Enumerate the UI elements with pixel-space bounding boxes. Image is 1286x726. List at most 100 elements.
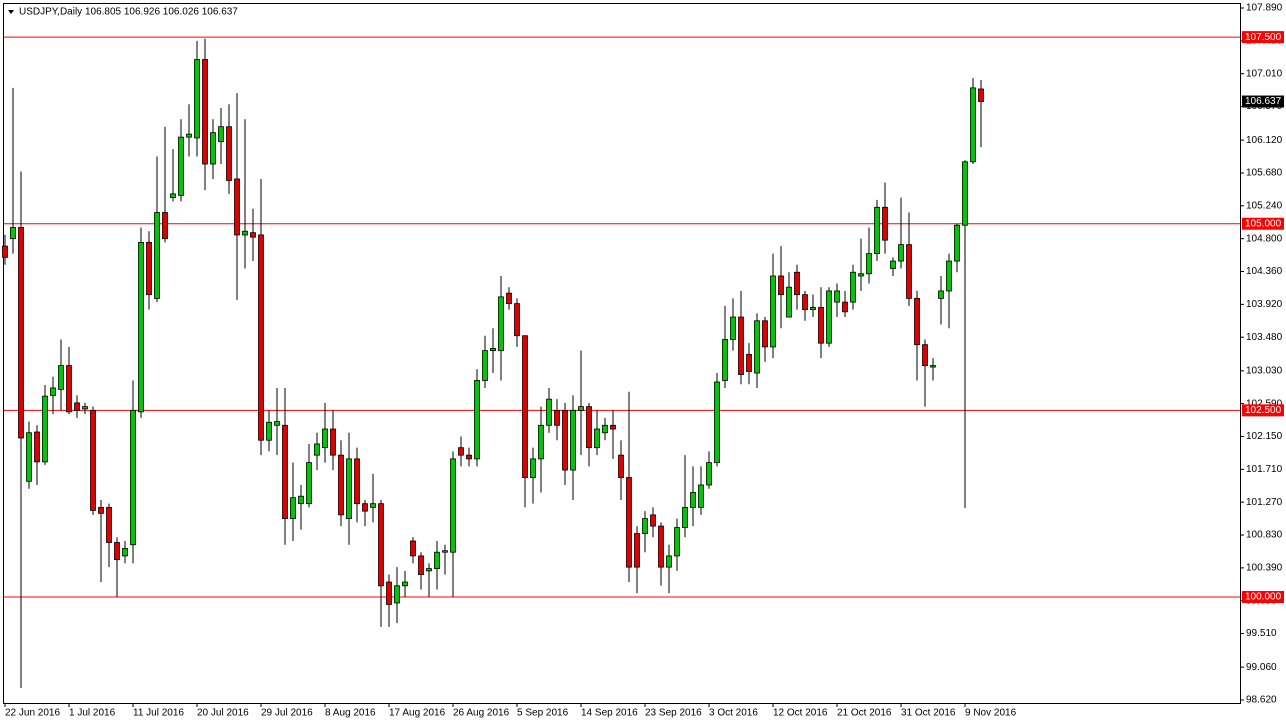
- candle-body: [938, 290, 944, 299]
- candle-body: [482, 350, 488, 381]
- candle-body: [194, 59, 200, 139]
- candle-body: [242, 230, 248, 236]
- candle-body: [682, 507, 688, 528]
- candle-body: [434, 551, 440, 570]
- level-label: 100.000: [1245, 592, 1282, 603]
- y-tick-label: 100.830: [1246, 530, 1283, 541]
- candle-body: [666, 555, 672, 568]
- candle-body: [298, 495, 304, 505]
- candle-body: [466, 454, 472, 460]
- candle-body: [66, 365, 72, 413]
- candle-body: [586, 406, 592, 449]
- candle-body: [250, 232, 256, 238]
- y-tick-label: 98.620: [1246, 695, 1277, 706]
- candle-body: [914, 297, 920, 346]
- x-tick-label: 22 Jun 2016: [5, 708, 60, 719]
- candle-body: [506, 292, 512, 305]
- last-price-bg: [1242, 95, 1284, 108]
- candle-body: [762, 320, 768, 348]
- candle-body: [450, 458, 456, 553]
- candle-body: [674, 527, 680, 557]
- candle-body: [874, 206, 880, 254]
- candle-body: [330, 428, 336, 456]
- y-tick-label: 101.710: [1246, 464, 1283, 475]
- candle-body: [826, 290, 832, 344]
- x-tick-label: 21 Oct 2016: [837, 708, 892, 719]
- candle-body: [458, 447, 464, 456]
- candle-body: [538, 424, 544, 460]
- candle-body: [386, 581, 392, 605]
- candle-body: [746, 353, 752, 372]
- candle-body: [154, 212, 160, 299]
- x-tick-label: 3 Oct 2016: [709, 708, 758, 719]
- candle-body: [818, 306, 824, 344]
- candle-body: [474, 380, 480, 460]
- candle-body: [618, 454, 624, 478]
- candle-body: [42, 395, 48, 463]
- y-tick-label: 104.360: [1246, 266, 1283, 277]
- candle-body: [74, 402, 80, 411]
- candle-body: [970, 87, 976, 163]
- candle-body: [554, 409, 560, 426]
- candle-body: [258, 234, 264, 441]
- y-tick-label: 105.680: [1246, 168, 1283, 179]
- candle-body: [962, 161, 968, 226]
- candle-body: [978, 88, 984, 102]
- candle-body: [530, 458, 536, 478]
- candle-body: [146, 241, 152, 296]
- level-label-bg: [1242, 590, 1284, 603]
- candle-body: [578, 406, 584, 411]
- candle-body: [314, 443, 320, 456]
- x-tick-label: 12 Oct 2016: [773, 708, 828, 719]
- x-tick-label: 23 Sep 2016: [645, 708, 702, 719]
- level-label: 102.500: [1245, 405, 1282, 416]
- candle-body: [2, 245, 8, 258]
- candle-body: [370, 503, 376, 508]
- candle-body: [18, 227, 24, 439]
- x-tick-label: 11 Jul 2016: [133, 708, 184, 719]
- candle-body: [642, 518, 648, 534]
- candle-body: [834, 290, 840, 303]
- candle-body: [842, 301, 848, 313]
- candle-body: [546, 398, 552, 426]
- candle-body: [802, 294, 808, 310]
- candle-body: [10, 227, 16, 240]
- plot-frame: [3, 3, 1241, 704]
- level-label-bg: [1242, 404, 1284, 417]
- candle-body: [378, 503, 384, 587]
- candle-body: [162, 212, 168, 240]
- candle-body: [418, 555, 424, 575]
- y-tick-label: 107.010: [1246, 68, 1283, 79]
- chart-title: USDJPY,Daily 106.805 106.926 106.026 106…: [19, 7, 238, 18]
- candle-body: [26, 432, 32, 482]
- level-label-bg: [1242, 31, 1284, 44]
- candle-body: [610, 424, 616, 430]
- candle-body: [394, 585, 400, 604]
- y-tick-label: 100.390: [1246, 563, 1283, 574]
- candle-body: [442, 550, 448, 553]
- candle-body: [202, 59, 208, 165]
- candle-body: [778, 275, 784, 296]
- x-tick-label: 20 Jul 2016: [197, 708, 249, 719]
- candle-body: [114, 542, 120, 561]
- y-tick-label: 102.150: [1246, 431, 1283, 442]
- candle-body: [410, 540, 416, 557]
- candle-body: [226, 126, 232, 181]
- candle-body: [594, 428, 600, 449]
- candle-body: [730, 316, 736, 340]
- candle-body: [402, 581, 408, 587]
- candle-body: [890, 260, 896, 269]
- candle-body: [954, 224, 960, 262]
- x-tick-label: 14 Sep 2016: [581, 708, 638, 719]
- y-tick-label: 101.270: [1246, 497, 1283, 508]
- x-tick-label: 31 Oct 2016: [901, 708, 956, 719]
- candle-body: [98, 507, 104, 514]
- candle-body: [658, 525, 664, 568]
- level-label-bg: [1242, 217, 1284, 230]
- candle-body: [130, 409, 136, 546]
- candle-body: [266, 421, 272, 441]
- candle-body: [882, 206, 888, 241]
- candle-body: [786, 286, 792, 318]
- y-tick-label: 107.890: [1246, 3, 1283, 14]
